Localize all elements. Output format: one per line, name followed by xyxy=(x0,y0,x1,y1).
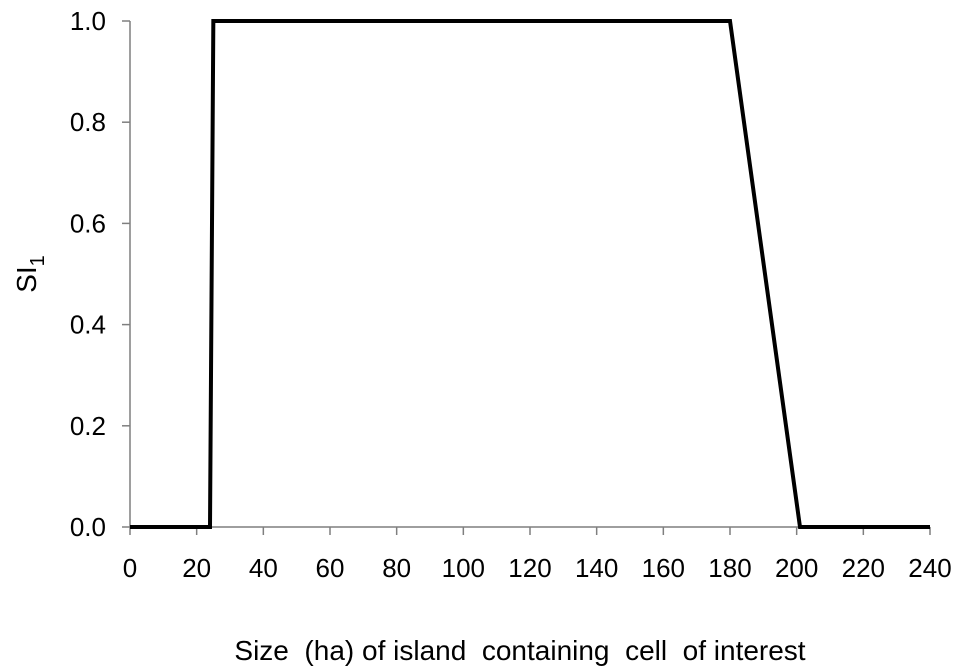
x-tick-label: 40 xyxy=(249,553,278,583)
series-line xyxy=(130,19,930,529)
y-axis-title-subscript: 1 xyxy=(27,255,49,266)
y-tick-label: 0.2 xyxy=(70,411,106,441)
x-tick-label: 160 xyxy=(642,553,685,583)
y-tick-label: 0.8 xyxy=(70,107,106,137)
x-tick-label: 200 xyxy=(775,553,818,583)
y-tick-label: 0.6 xyxy=(70,208,106,238)
y-tick-label: 0.0 xyxy=(70,512,106,542)
y-axis-title: SI1 xyxy=(11,255,49,293)
x-tick-label: 100 xyxy=(442,553,485,583)
x-tick-label: 80 xyxy=(382,553,411,583)
series xyxy=(130,19,930,529)
x-tick-label: 220 xyxy=(842,553,885,583)
y-tick-label: 0.4 xyxy=(70,310,106,340)
y-axis-title-base: SI xyxy=(11,266,42,292)
x-tick-label: 0 xyxy=(123,553,137,583)
x-tick-label: 240 xyxy=(908,553,951,583)
x-axis-title: Size (ha) of island containing cell of i… xyxy=(234,635,805,666)
x-tick-label: 180 xyxy=(708,553,751,583)
x-tick-label: 60 xyxy=(316,553,345,583)
y-axis: 0.0 0.2 0.4 0.6 0.8 1.0 xyxy=(70,6,131,542)
x-tick-label: 20 xyxy=(182,553,211,583)
x-tick-label: 140 xyxy=(575,553,618,583)
y-tick-label: 1.0 xyxy=(70,6,106,36)
x-axis: 0 20 40 60 80 100 120 140 160 180 200 220 240 xyxy=(123,526,952,583)
x-tick-label: 120 xyxy=(508,553,551,583)
